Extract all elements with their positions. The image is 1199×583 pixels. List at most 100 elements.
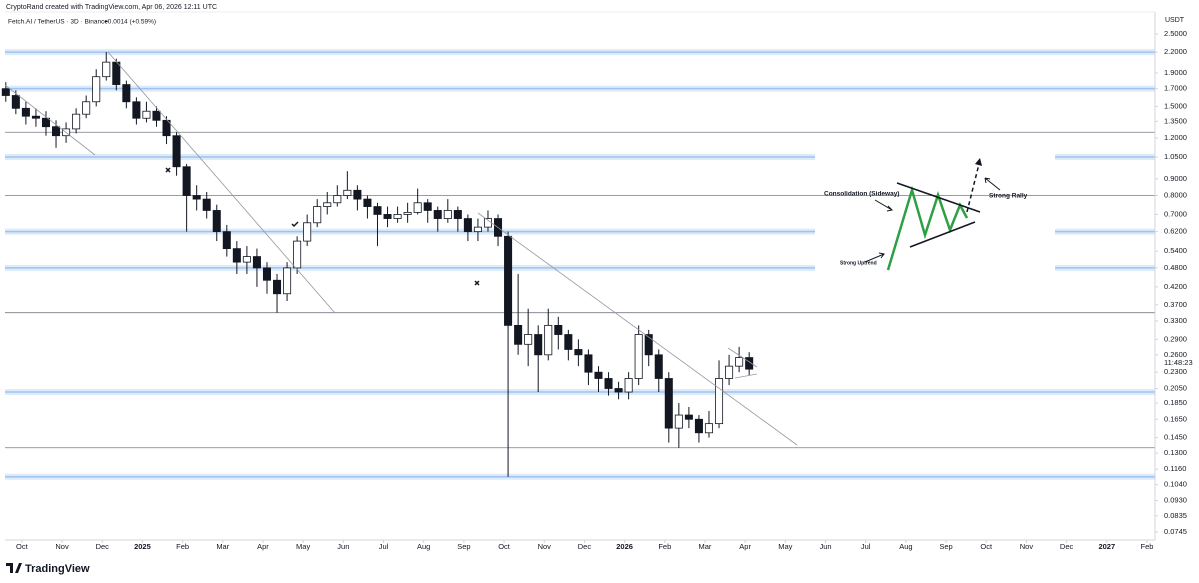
y-tick-label: 0.2600 [1164, 350, 1187, 359]
candle-body [584, 354, 593, 373]
logo: TradingView [6, 563, 90, 575]
y-tick-label: 0.7000 [1164, 209, 1187, 218]
candle-body [403, 212, 412, 215]
candle-body [363, 198, 372, 207]
x-tick-label: Jun [337, 542, 349, 551]
candle-body [283, 267, 292, 295]
candle-body [443, 210, 452, 219]
candle-body [82, 101, 91, 115]
trendline [4, 84, 96, 156]
candle-body [21, 107, 30, 117]
candle-body [52, 126, 61, 137]
candle-body [182, 166, 191, 196]
candle-body [373, 206, 382, 215]
breakout-arrow [966, 163, 980, 213]
candle-body [574, 349, 583, 356]
x-tick-label: Nov [538, 542, 552, 551]
x-tick-label: Feb [176, 542, 189, 551]
x-tick-label: Nov [55, 542, 69, 551]
candle-body [614, 388, 623, 393]
y-tick-label: 0.0930 [1164, 496, 1187, 505]
y-tick-label: 0.8000 [1164, 190, 1187, 199]
x-tick-label: Dec [578, 542, 592, 551]
x-tick-label: Apr [257, 542, 269, 551]
logo-text: TradingView [25, 563, 90, 575]
candle-body [674, 414, 683, 429]
x-tick-label: Oct [980, 542, 993, 551]
candle-body [273, 279, 282, 295]
candle-body [162, 119, 171, 137]
candle-body [725, 365, 734, 379]
candle-body [504, 235, 513, 326]
candle-body [393, 214, 402, 219]
x-tick-label: Jun [819, 542, 831, 551]
x-tick-label: Jul [379, 542, 389, 551]
x-tick-label: Aug [899, 542, 912, 551]
x-tick-label: Jul [861, 542, 871, 551]
x-tick-label: Dec [1060, 542, 1074, 551]
y-tick-label: 0.1300 [1164, 448, 1187, 457]
candle-body [11, 95, 20, 109]
x-tick-label: Oct [498, 542, 511, 551]
symbol: Fetch.AI / TetherUS · 3D · Binance [8, 19, 108, 26]
candle-body [172, 135, 181, 168]
trendline [477, 212, 798, 446]
candle-body [41, 117, 51, 128]
schematic: Consolidation (Sideway) Strong Uptrend S… [824, 158, 1028, 271]
candle-body [715, 378, 724, 425]
annotation: Consolidation (Sideway) [824, 191, 899, 198]
drawings [4, 51, 798, 446]
y-tick-label: 1.0500 [1164, 152, 1187, 161]
candle-body [212, 210, 221, 233]
y-tick-label: 0.2050 [1164, 383, 1187, 392]
y-tick-label: 0.1040 [1164, 480, 1187, 489]
candle-body [222, 231, 231, 250]
lower-boundary [909, 221, 976, 248]
y-tick-label: 0.2300 [1164, 367, 1187, 376]
y-tick-label: 0.1160 [1164, 464, 1186, 473]
y-tick-label: 0.1650 [1164, 414, 1187, 423]
candle-body [293, 240, 302, 269]
y-tick-label: 0.4800 [1164, 263, 1187, 272]
y-tick-label: 0.1450 [1164, 433, 1187, 442]
candle-body [343, 189, 352, 196]
candle-body [664, 378, 673, 429]
candle-body [463, 218, 472, 233]
candle-body [313, 206, 322, 224]
candle-body [534, 334, 543, 356]
y-tick-label: 1.9000 [1164, 68, 1187, 77]
y-tick-label: 0.5400 [1164, 246, 1187, 255]
candle-body [102, 61, 111, 78]
markers [165, 167, 480, 286]
candle-body [704, 423, 713, 434]
candle-body [333, 195, 342, 204]
candle-body [303, 222, 312, 242]
x-tick-label: Feb [1140, 542, 1153, 551]
y-tick-label: 0.3700 [1164, 300, 1187, 309]
candle-body [323, 202, 332, 207]
candle-body [383, 214, 392, 219]
x-tick-label: Aug [417, 542, 430, 551]
pointer [874, 199, 894, 212]
x-tick-label: Sep [457, 542, 470, 551]
candle-body [262, 267, 272, 281]
candle-body [473, 226, 482, 233]
candle-body [514, 324, 523, 345]
countdown: 11:48:23 [1164, 358, 1193, 367]
triangle-line [734, 373, 758, 379]
candle-body [202, 198, 211, 211]
candle-body [433, 210, 442, 219]
plot-area [1, 49, 1155, 480]
candle-body [654, 354, 663, 379]
candle-body [232, 248, 241, 263]
y-tick-label: 1.2000 [1164, 133, 1187, 142]
annotation: Strong Uptrend [840, 260, 877, 266]
x-tick-label: Oct [16, 542, 29, 551]
x-tick-label: Mar [216, 542, 229, 551]
candle-body [634, 334, 643, 379]
annotation: Strong Rally [989, 193, 1028, 200]
logo-icon [6, 563, 22, 573]
candle-body [72, 113, 81, 130]
